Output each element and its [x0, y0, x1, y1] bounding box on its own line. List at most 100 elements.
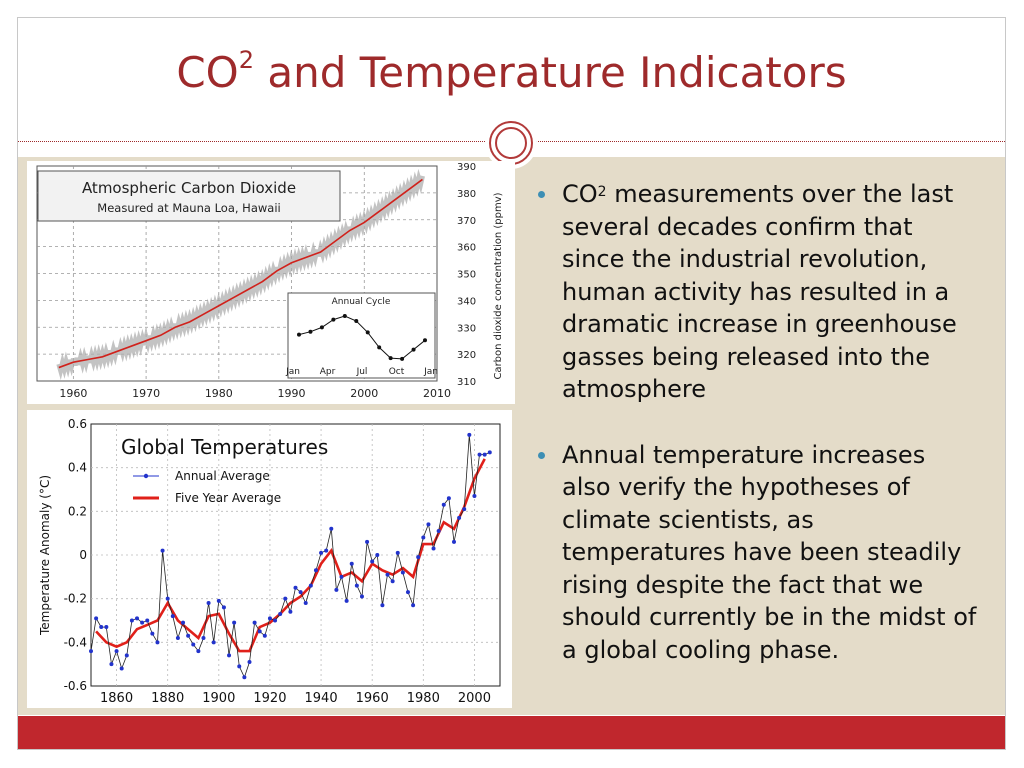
temp-annual-point: [211, 640, 216, 645]
bullet-text: Annual temperature increases also verify…: [562, 440, 977, 664]
co2-x-tick-label: 2010: [423, 387, 451, 400]
temp-annual-point: [303, 601, 308, 606]
co2-inset-tick-label: Apr: [320, 367, 336, 377]
temp-annual-point: [462, 507, 467, 512]
co2-inset-tick-label: Jan: [423, 367, 438, 377]
temp-annual-point: [109, 662, 114, 667]
co2-chart: 1960 1970 1980 1990 2000 2010 310 320 330 340 350 3…: [27, 161, 515, 404]
temp-annual-point: [129, 618, 134, 623]
temp-annual-point: [278, 611, 283, 616]
temp-annual-point: [252, 620, 257, 625]
temp-annual-point: [446, 496, 451, 501]
temp-annual-point: [487, 450, 492, 455]
co2-inset-tick-label: Jan: [285, 367, 300, 377]
bullet-item: Annual temperature increases also verify…: [538, 439, 978, 667]
temp-annual-point: [94, 616, 99, 621]
temp-x-tick-label: 1960: [356, 691, 389, 706]
co2-inset-point: [342, 314, 347, 318]
co2-title: Atmospheric Carbon Dioxide: [82, 179, 296, 197]
temp-title: Global Temperatures: [121, 435, 328, 459]
temp-y-tick-label: 0.6: [68, 417, 87, 431]
temp-annual-point: [186, 633, 191, 638]
co2-inset-tick-label: Oct: [389, 367, 405, 377]
co2-inset-point: [331, 317, 336, 322]
temp-ylabel: Temperature Anomaly (°C): [38, 475, 52, 636]
temp-annual-point: [237, 664, 242, 669]
co2-y-tick-label: 390: [457, 162, 476, 173]
temp-annual-point: [257, 629, 262, 634]
co2-inset-tick-label: Jul: [356, 367, 368, 377]
temp-annual-point: [416, 555, 421, 560]
temp-annual-point: [135, 616, 140, 621]
temp-annual-point: [385, 572, 390, 577]
temp-annual-point: [467, 432, 472, 437]
temp-y-tick-label: -0.2: [64, 592, 87, 606]
co2-subtitle: Measured at Mauna Loa, Hawaii: [97, 201, 280, 215]
co2-inset-title: Annual Cycle: [332, 297, 391, 307]
temp-annual-point: [359, 594, 364, 599]
temp-x-tick-label: 1900: [202, 691, 235, 706]
temp-annual-point: [477, 452, 482, 457]
temp-annual-point: [441, 502, 446, 507]
temp-annual-point: [334, 587, 339, 592]
co2-y-tick-label: 330: [457, 323, 476, 334]
temp-annual-point: [411, 603, 416, 608]
co2-inset-point: [297, 332, 301, 337]
co2-inset-line: [298, 315, 426, 360]
co2-inset-point: [308, 329, 313, 334]
bullet-lead: CO: [562, 180, 598, 208]
temp-annual-point: [380, 603, 385, 608]
co2-x-tick-label: 1970: [132, 387, 160, 400]
temp-annual-point: [365, 539, 370, 544]
temp-annual-point: [457, 515, 462, 520]
co2-x-tick-label: 1960: [59, 387, 87, 400]
temp-annual-point: [221, 605, 226, 610]
temp-annual-point: [175, 635, 180, 640]
temp-y-tick-label: -0.6: [64, 679, 87, 693]
temp-annual-point: [426, 522, 431, 527]
temp-annual-point: [150, 631, 155, 636]
bullet-item: CO2 measurements over the last several d…: [538, 178, 978, 406]
temp-annual-point: [206, 601, 211, 606]
bullet-subscript: 2: [597, 184, 607, 200]
temp-annual-point: [288, 609, 293, 614]
temp-annual-point: [114, 649, 119, 654]
co2-y-tick-label: 350: [457, 270, 476, 281]
temp-annual-point: [227, 653, 232, 658]
temp-annual-point: [196, 649, 201, 654]
co2-inset-point: [423, 338, 427, 343]
co2-trend-line: [58, 178, 423, 369]
temp-annual-point: [421, 535, 426, 540]
temp-y-tick-label: 0.4: [68, 461, 87, 475]
temp-x-tick-label: 1860: [100, 691, 133, 706]
temp-annual-point: [349, 561, 354, 566]
co2-y-tick-label: 370: [457, 216, 476, 227]
co2-y-tick-label: 360: [457, 243, 476, 254]
temp-annual-point: [124, 653, 129, 658]
co2-inset-point: [319, 325, 324, 330]
temp-annual-point: [104, 625, 109, 630]
co2-inset-point: [400, 356, 405, 361]
temp-x-tick-label: 1920: [253, 691, 286, 706]
temp-y-tick-label: 0.2: [68, 504, 87, 518]
temp-annual-point: [140, 620, 145, 625]
temp-annual-point: [298, 590, 303, 595]
footer-bar: [18, 716, 1005, 749]
temp-annual-point: [339, 574, 344, 579]
bullet-text: measurements over the last several decad…: [562, 180, 957, 403]
temp-annual-point: [99, 625, 104, 630]
temp-annual-point: [390, 579, 395, 584]
legend-five-year-label: Five Year Average: [175, 491, 281, 505]
temp-y-tick-label: -0.4: [64, 635, 87, 649]
temp-annual-point: [201, 635, 206, 640]
temp-annual-point: [242, 675, 247, 680]
temp-annual-point: [145, 618, 150, 623]
title-main: CO: [176, 48, 239, 97]
temp-annual-point: [395, 550, 400, 555]
temp-annual-point: [319, 550, 324, 555]
co2-y-tick-label: 380: [457, 189, 476, 200]
temp-annual-point: [262, 633, 267, 638]
temp-annual-point: [89, 649, 93, 654]
legend-annual-label: Annual Average: [175, 469, 270, 483]
temp-annual-point: [370, 559, 375, 564]
